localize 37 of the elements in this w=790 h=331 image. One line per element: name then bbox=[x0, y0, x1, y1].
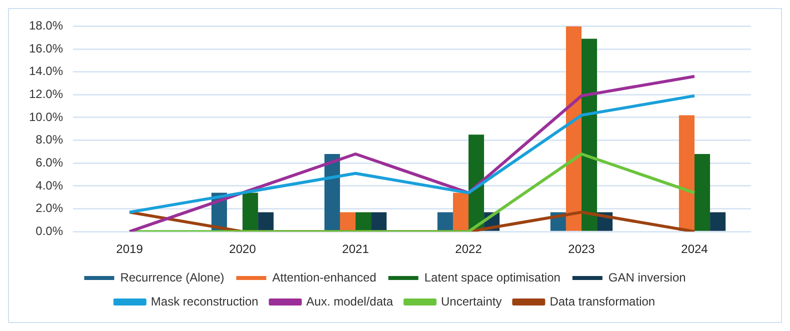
bar bbox=[694, 154, 710, 231]
x-tick-label: 2024 bbox=[681, 242, 708, 256]
legend-label: Recurrence (Alone) bbox=[120, 270, 224, 284]
bar bbox=[452, 192, 469, 231]
legend-label: Attention-enhanced bbox=[272, 270, 376, 284]
bar bbox=[582, 38, 598, 231]
x-tick-label: 2020 bbox=[229, 242, 256, 256]
bar bbox=[678, 115, 694, 231]
bar bbox=[437, 212, 453, 231]
y-tick-label: 2.0% bbox=[36, 201, 64, 216]
y-tick-label: 0.0% bbox=[36, 224, 64, 238]
bar bbox=[258, 212, 274, 231]
bar bbox=[356, 212, 372, 231]
legend-label: Latent space optimisation bbox=[424, 270, 560, 284]
legend-label: GAN inversion bbox=[608, 270, 686, 284]
bar bbox=[242, 192, 258, 231]
y-tick-label: 10.0% bbox=[28, 110, 64, 124]
legend-label: Uncertainty bbox=[441, 294, 502, 308]
bar bbox=[710, 212, 726, 231]
y-tick-label: 16.0% bbox=[28, 41, 64, 56]
y-tick-label: 6.0% bbox=[36, 155, 64, 170]
y-tick-label: 18.0% bbox=[28, 18, 64, 33]
x-tick-label: 2023 bbox=[568, 242, 596, 256]
y-tick-label: 8.0% bbox=[36, 132, 64, 147]
x-tick-label: 2021 bbox=[342, 242, 370, 256]
bar bbox=[566, 26, 582, 231]
x-tick-label: 2022 bbox=[455, 242, 482, 256]
y-tick-label: 12.0% bbox=[28, 86, 64, 101]
bar bbox=[324, 154, 340, 231]
bar bbox=[340, 212, 356, 231]
legend-label: Data transformation bbox=[550, 294, 656, 308]
y-tick-label: 4.0% bbox=[36, 178, 64, 192]
bar bbox=[371, 212, 387, 231]
legend-label: Aux. model/data bbox=[306, 294, 394, 308]
y-tick-label: 14.0% bbox=[28, 64, 64, 78]
x-tick-label: 2019 bbox=[116, 242, 144, 256]
legend-label: Mask reconstruction bbox=[150, 294, 258, 308]
